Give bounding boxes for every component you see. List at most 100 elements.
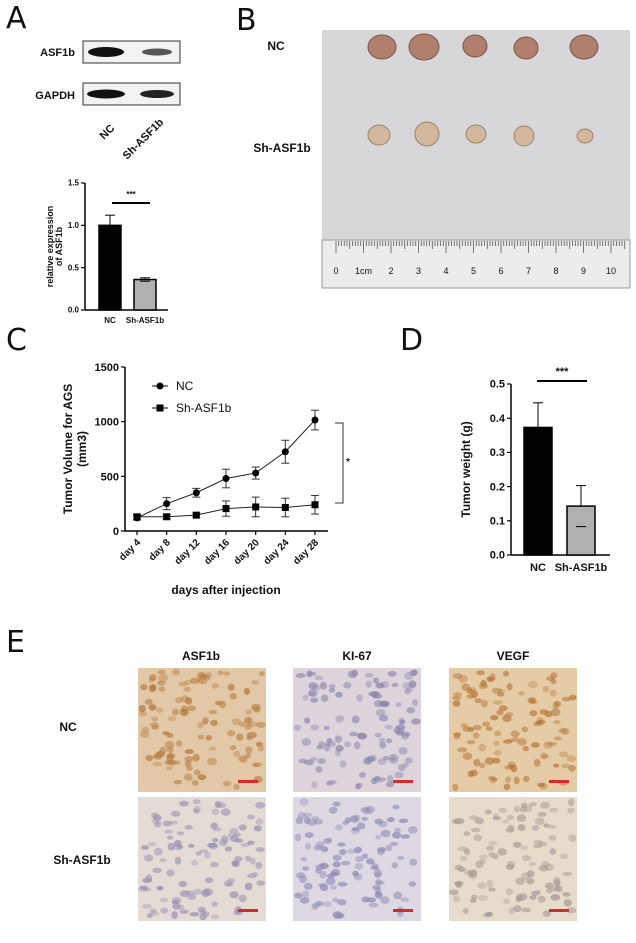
cell-nucleus: [543, 741, 553, 749]
cell-nucleus: [150, 684, 157, 692]
cell-nucleus: [518, 691, 525, 696]
data-point: [252, 469, 260, 477]
x-axis-label: days after injection: [171, 583, 280, 597]
cell-nucleus: [505, 888, 514, 896]
cell-nucleus: [399, 719, 406, 725]
y-axis-label: Tumor Volume for AGS: [61, 384, 75, 514]
cell-nucleus: [189, 677, 200, 684]
y-tick-label: 1.0: [68, 221, 80, 230]
cell-nucleus: [558, 751, 569, 758]
cell-nucleus: [256, 880, 266, 886]
data-point: [133, 513, 141, 521]
cell-nucleus: [361, 853, 369, 859]
cell-nucleus: [229, 745, 237, 751]
ruler-label: 7: [526, 266, 531, 276]
x-tick-label: NC: [104, 316, 116, 325]
cell-nucleus: [238, 894, 247, 903]
cell-nucleus: [490, 714, 499, 721]
cell-nucleus: [332, 911, 343, 919]
data-point: [163, 500, 171, 508]
cell-nucleus: [146, 913, 153, 919]
cell-nucleus: [197, 721, 204, 729]
cell-nucleus: [510, 730, 520, 738]
cell-nucleus: [393, 891, 403, 900]
cell-nucleus: [491, 777, 498, 782]
cell-nucleus: [234, 832, 241, 837]
cell-nucleus: [229, 891, 239, 899]
cell-nucleus: [149, 908, 157, 914]
cell-nucleus: [385, 781, 395, 788]
cell-nucleus: [253, 762, 263, 768]
cell-nucleus: [306, 670, 313, 678]
cell-nucleus: [478, 854, 489, 860]
cell-nucleus: [521, 907, 531, 913]
cell-nucleus: [488, 840, 498, 846]
cell-nucleus: [493, 750, 502, 756]
cell-nucleus: [411, 669, 418, 676]
cell-nucleus: [537, 782, 546, 787]
cell-nucleus: [164, 829, 174, 834]
cell-nucleus: [468, 686, 476, 692]
cell-nucleus: [238, 824, 247, 831]
cell-nucleus: [197, 774, 207, 781]
cell-nucleus: [492, 816, 501, 821]
cell-nucleus: [550, 886, 558, 892]
cell-nucleus: [304, 717, 311, 724]
cell-nucleus: [210, 914, 220, 920]
cell-nucleus: [317, 758, 326, 765]
cell-nucleus: [520, 845, 529, 850]
cell-nucleus: [525, 877, 534, 885]
cell-nucleus: [255, 847, 265, 852]
cell-nucleus: [220, 808, 231, 816]
cell-nucleus: [251, 680, 259, 685]
cell-nucleus: [297, 812, 307, 819]
cell-nucleus: [174, 856, 182, 865]
cell-nucleus: [214, 801, 222, 809]
ihc-image: [138, 668, 266, 792]
cell-nucleus: [521, 854, 532, 862]
cell-nucleus: [476, 670, 485, 676]
cell-nucleus: [184, 825, 193, 830]
cell-nucleus: [513, 776, 520, 785]
cell-nucleus: [374, 887, 382, 893]
significance-bracket: [335, 422, 344, 504]
cell-nucleus: [211, 808, 220, 815]
scale-bar: [549, 909, 569, 912]
cell-nucleus: [255, 818, 264, 826]
cell-nucleus: [320, 694, 329, 702]
cell-nucleus: [312, 902, 321, 909]
row-label-nc: NC: [267, 39, 285, 53]
cell-nucleus: [498, 705, 508, 712]
blot-band: [140, 90, 174, 98]
cell-nucleus: [210, 719, 218, 727]
cell-nucleus: [233, 750, 241, 758]
cell-nucleus: [193, 808, 200, 814]
cell-nucleus: [561, 696, 571, 702]
cell-nucleus: [159, 746, 167, 754]
cell-nucleus: [473, 834, 483, 842]
column-header: VEGF: [497, 649, 530, 663]
cell-nucleus: [302, 812, 313, 818]
x-tick-label: day 20: [232, 537, 262, 567]
cell-nucleus: [357, 822, 366, 830]
cell-nucleus: [298, 758, 307, 764]
legend-marker: [156, 382, 164, 390]
cell-nucleus: [315, 868, 322, 874]
cell-nucleus: [310, 757, 318, 762]
cell-nucleus: [502, 714, 512, 723]
cell-nucleus: [222, 780, 232, 787]
cell-nucleus: [505, 712, 514, 717]
cell-nucleus: [157, 669, 166, 675]
ruler-label: 0: [333, 266, 338, 276]
cell-nucleus: [457, 866, 466, 872]
ruler-label: 8: [553, 266, 558, 276]
cell-nucleus: [454, 818, 465, 825]
cell-nucleus: [302, 694, 309, 701]
cell-nucleus: [475, 860, 484, 869]
cell-nucleus: [373, 677, 380, 684]
cell-nucleus: [294, 892, 303, 899]
cell-nucleus: [453, 895, 461, 903]
cell-nucleus: [553, 736, 563, 741]
cell-nucleus: [371, 863, 379, 870]
